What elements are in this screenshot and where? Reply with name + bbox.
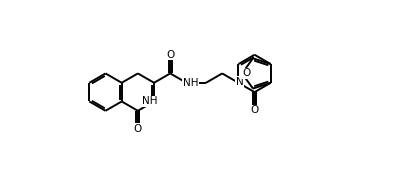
Text: NH: NH bbox=[183, 78, 198, 88]
Text: O: O bbox=[242, 68, 250, 78]
Text: O: O bbox=[250, 105, 259, 115]
Text: O: O bbox=[134, 124, 142, 134]
Text: N: N bbox=[236, 77, 243, 87]
Text: NH: NH bbox=[141, 96, 157, 106]
Text: O: O bbox=[166, 50, 174, 60]
